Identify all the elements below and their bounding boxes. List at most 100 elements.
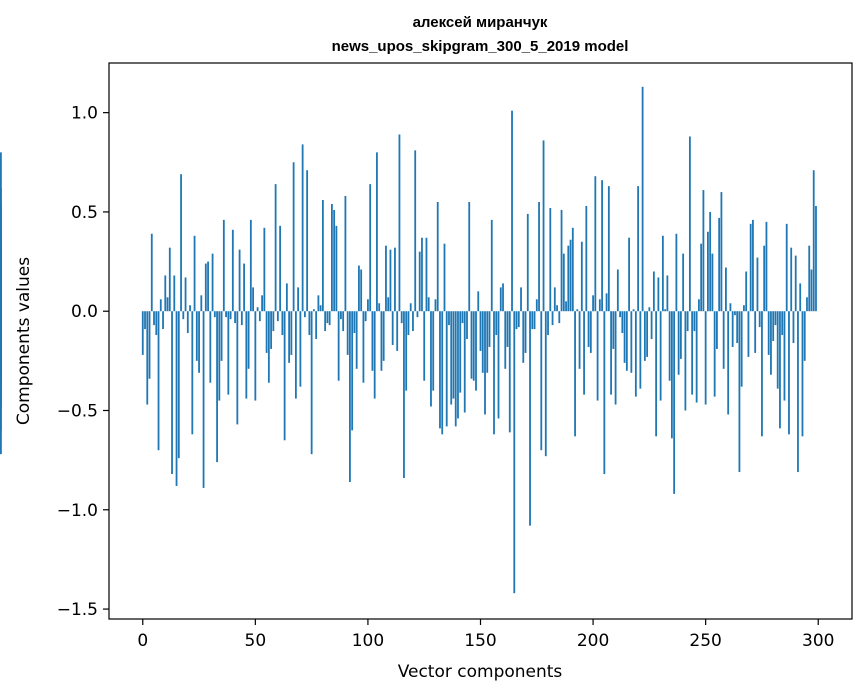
bar-257	[720, 192, 723, 312]
bar-201	[594, 176, 597, 312]
bar-159	[499, 287, 502, 312]
bar-184	[556, 305, 558, 312]
bar-281	[774, 311, 777, 326]
bar-144	[466, 311, 468, 340]
bar-289	[792, 311, 795, 343]
y-tick-label: 1.0	[71, 104, 98, 124]
y-tick-label: −1.0	[57, 501, 98, 521]
bar-129	[432, 311, 435, 391]
bar-20	[186, 311, 189, 334]
bar-205	[603, 311, 606, 475]
bar-204	[601, 180, 603, 312]
bar-237	[675, 233, 678, 312]
bar-59	[274, 184, 277, 312]
bar-52	[258, 311, 261, 322]
bar-255	[716, 311, 718, 349]
bar-219	[634, 311, 637, 397]
bar-230	[659, 311, 662, 401]
bar-22	[191, 311, 194, 435]
bar-75	[310, 311, 313, 455]
bar-246	[695, 311, 698, 403]
bar-266	[740, 311, 743, 387]
bar-156	[493, 311, 495, 435]
bar-18	[182, 311, 185, 320]
x-tick-label: 50	[245, 631, 267, 651]
bar-188	[565, 301, 567, 312]
y-tick-label: 0.0	[71, 302, 98, 322]
bar-41	[234, 311, 236, 324]
bar-189	[567, 245, 570, 312]
bar-134	[443, 243, 446, 312]
bar-234	[668, 311, 671, 381]
bar-151	[481, 311, 484, 373]
bar-275	[761, 311, 763, 437]
bar-92	[349, 311, 351, 482]
bar-97	[360, 269, 363, 312]
bar-78	[317, 295, 320, 312]
bar-47	[247, 311, 250, 369]
bar-32	[213, 311, 216, 318]
bar-169	[522, 311, 525, 363]
bar-194	[578, 311, 581, 369]
bar-171	[526, 213, 529, 312]
bar-263	[734, 311, 736, 316]
bar-45	[243, 263, 245, 312]
bar-177	[540, 311, 543, 451]
bar-25	[198, 311, 200, 373]
bar-65	[288, 311, 291, 363]
bar-174	[533, 311, 536, 330]
bar-10	[164, 275, 167, 312]
bar-74	[308, 311, 311, 336]
bar-57	[270, 311, 273, 349]
x-tick-label: 250	[689, 631, 721, 651]
bar-143	[463, 311, 466, 413]
bar-114	[398, 134, 401, 312]
bar-54	[263, 227, 266, 312]
y-tick-label: 0.5	[71, 203, 98, 223]
bar-77	[315, 311, 318, 340]
bar-206	[605, 293, 608, 312]
bar-192	[574, 311, 576, 437]
bar-120	[412, 311, 414, 332]
bar-137	[450, 311, 453, 405]
bar-228	[655, 311, 658, 437]
bar-172	[529, 311, 531, 526]
bar-293	[801, 311, 804, 437]
bar-5	[153, 311, 155, 326]
bar-158	[497, 311, 500, 419]
bar-60	[276, 311, 279, 322]
bar-130	[434, 299, 437, 312]
bar-218	[632, 309, 635, 312]
y-axis-label: Components values	[14, 257, 34, 425]
bar-136	[448, 311, 450, 326]
bar-163	[508, 311, 511, 433]
bars-group	[0, 86, 817, 594]
bar-86	[335, 225, 338, 312]
x-tick-label: 300	[802, 631, 834, 651]
bar-166	[515, 311, 518, 330]
bar-258	[722, 311, 725, 369]
bar-112	[394, 247, 396, 312]
bar-131	[436, 202, 439, 312]
bar-125	[423, 311, 426, 381]
bar-295	[806, 297, 808, 312]
plot-frame	[108, 62, 853, 620]
bar-33	[216, 311, 218, 463]
bar-226	[650, 311, 653, 340]
bar-8	[159, 299, 162, 312]
bar-250	[704, 311, 707, 405]
bar-162	[506, 311, 509, 347]
bar-168	[520, 287, 522, 312]
bar-44	[240, 311, 243, 326]
bar-115	[400, 311, 403, 324]
bar-285	[783, 311, 786, 401]
bar-133	[441, 311, 444, 435]
bar-128	[430, 311, 432, 407]
bar-88	[340, 311, 342, 320]
bar-101	[369, 184, 372, 312]
bar-126	[425, 237, 428, 312]
bar-64	[285, 283, 288, 312]
bar-259	[725, 267, 727, 312]
bar-247	[698, 299, 700, 312]
